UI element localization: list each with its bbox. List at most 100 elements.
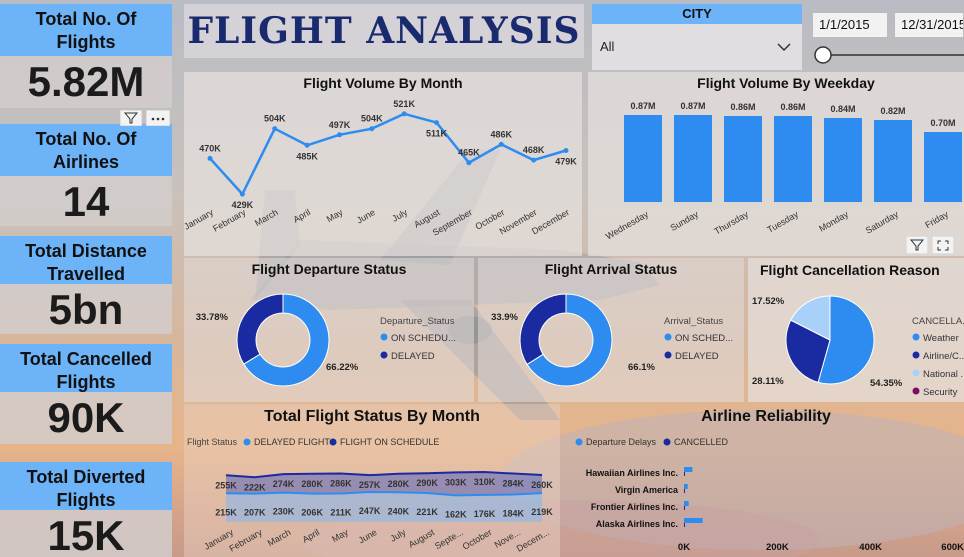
data-label: 162K [445, 509, 467, 519]
x-tick-label: June [357, 527, 379, 545]
chart-title-volume-month: Flight Volume By Month [303, 75, 463, 91]
kpi-label: Total Diverted Flights [0, 462, 172, 510]
filter-icon[interactable] [119, 109, 143, 131]
kpi-total-cancelled: Total Cancelled Flights 90K [0, 344, 172, 444]
data-label: 521K [393, 99, 415, 109]
chevron-down-icon[interactable] [774, 34, 794, 60]
bar [684, 472, 685, 476]
data-label: 0.86M [780, 102, 805, 112]
data-label: 0.82M [880, 106, 905, 116]
series-line [209, 112, 567, 197]
date-end-input[interactable]: 12/31/2015 [894, 12, 964, 38]
pie-slice [817, 295, 875, 385]
kpi-total-flights: Total No. Of Flights 5.82M [0, 4, 172, 108]
x-tick-label: October [461, 527, 494, 552]
data-point [369, 126, 375, 132]
legend-marker [243, 438, 251, 446]
series-line [225, 470, 543, 479]
x-tick-label: May [325, 207, 345, 224]
y-tick-label: Frontier Airlines Inc. [591, 502, 678, 512]
y-tick-label: Virgin America [615, 485, 679, 495]
data-label: 497K [329, 120, 351, 130]
data-label: 54.35% [870, 378, 903, 389]
legend-title: CANCELLA... [912, 316, 964, 327]
data-label: 286K [330, 478, 352, 488]
legend-entry: FLIGHT ON SCHEDULE [340, 437, 439, 447]
data-label: 222K [244, 482, 266, 492]
legend-marker [329, 438, 337, 446]
pie-slice [243, 293, 330, 387]
focus-mode-icon[interactable] [931, 235, 955, 259]
data-label: 511K [426, 129, 448, 139]
x-tick-label: July [388, 527, 407, 544]
chart-title-cancellation: Flight Cancellation Reason [760, 262, 940, 278]
data-label: 479K [555, 157, 577, 167]
legend-entry: DELAYED FLIGHT [254, 437, 330, 447]
data-label: 219K [531, 507, 553, 517]
chart-volume-weekday: 0.87M Wednesday 0.87M Sunday 0.86M Thursday 0.… [604, 101, 962, 241]
data-label: 486K [491, 129, 513, 139]
x-tick-label: March [253, 207, 280, 228]
legend-title: Arrival_Status [664, 316, 723, 327]
bar [774, 116, 812, 202]
pie-slice [519, 293, 567, 366]
data-label: 429K [232, 200, 254, 210]
y-tick-label: Alaska Airlines Inc. [596, 519, 678, 529]
dashboard-title-box: FLIGHT ANALYSIS [184, 4, 584, 58]
x-tick-label: 600K [941, 542, 964, 553]
data-label: 66.1% [628, 362, 655, 373]
data-point [531, 157, 537, 163]
bar [624, 115, 662, 202]
data-point [401, 111, 407, 117]
legend-marker [380, 333, 388, 341]
data-label: 274K [273, 479, 295, 489]
legend-marker [664, 333, 672, 341]
data-label: 290K [416, 478, 438, 488]
bar [824, 118, 862, 202]
data-label: 28.11% [752, 376, 784, 387]
data-label: 230K [273, 507, 295, 517]
data-label: 33.78% [196, 312, 229, 323]
data-label: 504K [361, 114, 383, 124]
x-tick-label: August [407, 527, 437, 550]
slider-handle-start[interactable] [814, 46, 832, 64]
data-point [304, 142, 310, 148]
kpi-label: Total No. Of Flights [0, 4, 172, 56]
legend-marker [380, 351, 388, 359]
bar [684, 518, 703, 523]
chart-arrival-status: 66.1% 33.9% Arrival_Status ON SCHED... DELAY… [491, 293, 733, 387]
city-slicer[interactable]: CITY All [592, 4, 802, 70]
data-label: 207K [244, 508, 266, 518]
data-label: 280K [388, 479, 410, 489]
data-label: 0.87M [630, 101, 655, 111]
filter-icon[interactable] [905, 235, 929, 259]
x-tick-label: February [211, 207, 248, 234]
x-tick-label: March [266, 527, 293, 548]
card-departure-status [184, 258, 474, 402]
legend-entry: ON SCHEDU... [391, 333, 456, 344]
x-tick-label: 0K [678, 542, 690, 553]
x-tick-label: June [355, 207, 377, 225]
legend-marker [912, 351, 920, 359]
data-label: 66.22% [326, 362, 359, 373]
legend-marker [663, 438, 671, 446]
date-start-input[interactable]: 1/1/2015 [812, 12, 888, 38]
more-options-icon[interactable] [145, 109, 171, 131]
x-tick-label: January [182, 207, 215, 232]
date-range-slider[interactable] [812, 44, 964, 66]
city-dropdown-value[interactable]: All [600, 39, 615, 54]
kpi-value: 15K [0, 510, 172, 557]
x-tick-label: 400K [859, 542, 882, 553]
legend-entry: National ... [923, 369, 964, 380]
x-tick-label: Sunday [669, 209, 701, 233]
pie-slice [785, 319, 831, 383]
x-tick-label: Tuesday [765, 209, 800, 235]
bar [684, 501, 689, 506]
series-line [225, 490, 543, 497]
data-point [466, 160, 472, 166]
card-volume-month [184, 72, 582, 256]
data-point [434, 120, 440, 126]
chart-title-departure: Flight Departure Status [251, 261, 407, 277]
data-label: 0.84M [830, 104, 855, 114]
pie-slice [526, 293, 613, 387]
